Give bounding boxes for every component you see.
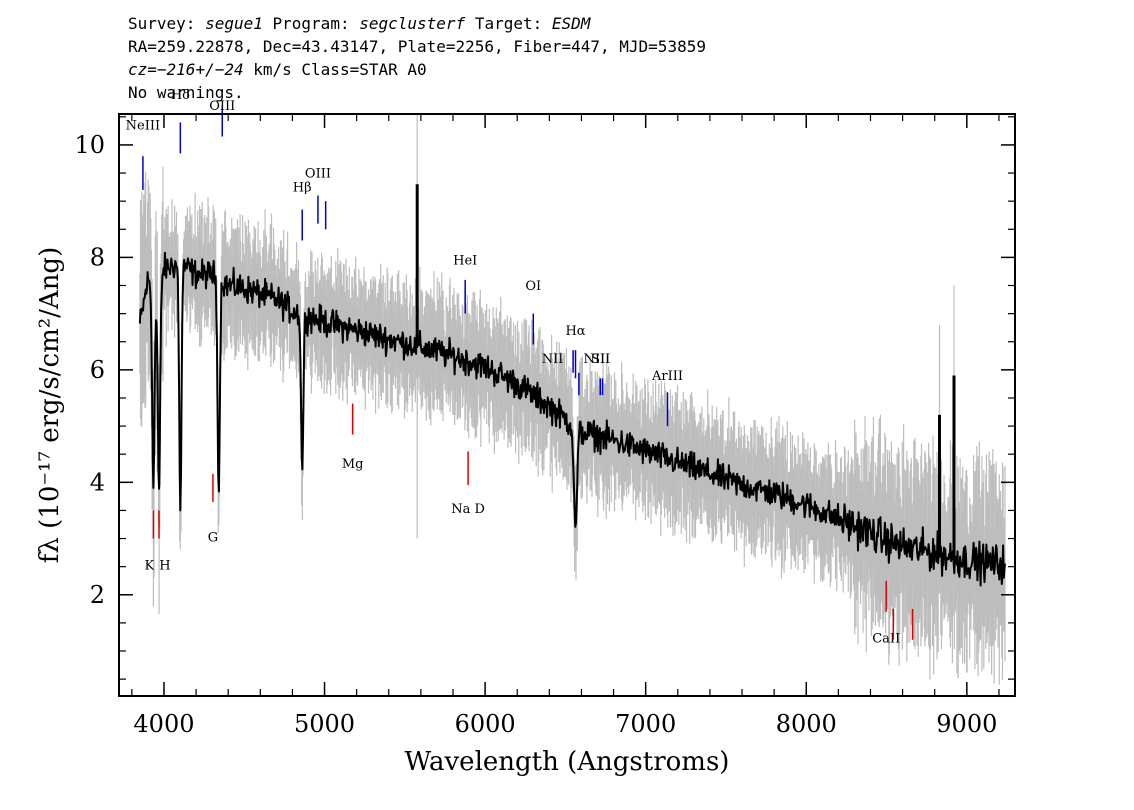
warnings-line: No warnings. [128, 83, 244, 102]
survey-label: Survey: [128, 14, 196, 33]
cz-prefix: cz= [128, 60, 157, 79]
y-tick-label: 6 [90, 356, 105, 384]
survey-value: segue1 [205, 14, 263, 33]
spectrum-header: Survey: segue1 Program: segclusterf Targ… [128, 12, 706, 104]
absorption-line-label: CaII [872, 632, 900, 647]
absorption-line-label: G [208, 530, 218, 545]
emission-line-label: Hα [565, 324, 585, 339]
x-tick-label: 4000 [133, 710, 194, 738]
cz-suffix: km/s Class=STAR A0 [243, 60, 427, 79]
absorption-line-label: Mg [342, 457, 364, 472]
emission-line-label: SII [591, 352, 610, 367]
emission-line-label: OIII [209, 99, 235, 114]
x-tick-label: 8000 [776, 710, 837, 738]
cz-value: −216+/−24 [156, 60, 244, 79]
flux-line [138, 251, 1006, 587]
program-label: Program: [272, 14, 350, 33]
header-line-2: RA=259.22878, Dec=43.43147, Plate=2256, … [128, 37, 706, 56]
flux-layer [138, 184, 1006, 587]
header-line-1: Survey: segue1 Program: segclusterf Targ… [128, 12, 706, 35]
x-tick-label: 7000 [615, 710, 676, 738]
plot-frame [118, 113, 1016, 697]
emission-line-label: HeI [453, 254, 477, 269]
error-band-layer [139, 115, 1006, 685]
target-label: Target: [474, 14, 543, 33]
emission-line-label: NII [583, 352, 605, 367]
emission-line-label: OIII [305, 166, 331, 181]
x-tick-label: 6000 [455, 710, 516, 738]
absorption-line-label: H [159, 558, 170, 573]
error-band [139, 115, 1006, 685]
y-tick-label: 10 [74, 131, 105, 159]
target-value: ESDM [551, 14, 591, 33]
absorption-line-label: Na D [451, 502, 485, 517]
emission-line-label: NeIII [126, 119, 160, 134]
header-line-3: cz=−216+/−24 km/s Class=STAR A0 [128, 58, 706, 81]
y-tick-label: 2 [90, 581, 105, 609]
emission-line-label: Hβ [293, 181, 312, 196]
x-axis-label: Wavelength (Angstroms) [405, 747, 730, 777]
emission-line-label: OI [525, 279, 541, 294]
emission-line-label: ArIII [651, 369, 683, 384]
emission-line-label: NII [542, 352, 564, 367]
x-tick-label: 5000 [294, 710, 355, 738]
emission-line-label: Hδ [171, 88, 190, 103]
x-tick-label: 9000 [936, 710, 997, 738]
y-axis-label: fλ (10⁻¹⁷ erg/s/cm²/Ang) [35, 247, 65, 563]
y-tick-label: 4 [90, 468, 105, 496]
absorption-line-label: K [145, 558, 155, 573]
program-value: segclusterf [359, 14, 466, 33]
tick-layer: 4000 5000 6000 7000 8000 9000 2 4 6 8 10 [74, 114, 1015, 738]
y-tick-label: 8 [90, 243, 105, 271]
